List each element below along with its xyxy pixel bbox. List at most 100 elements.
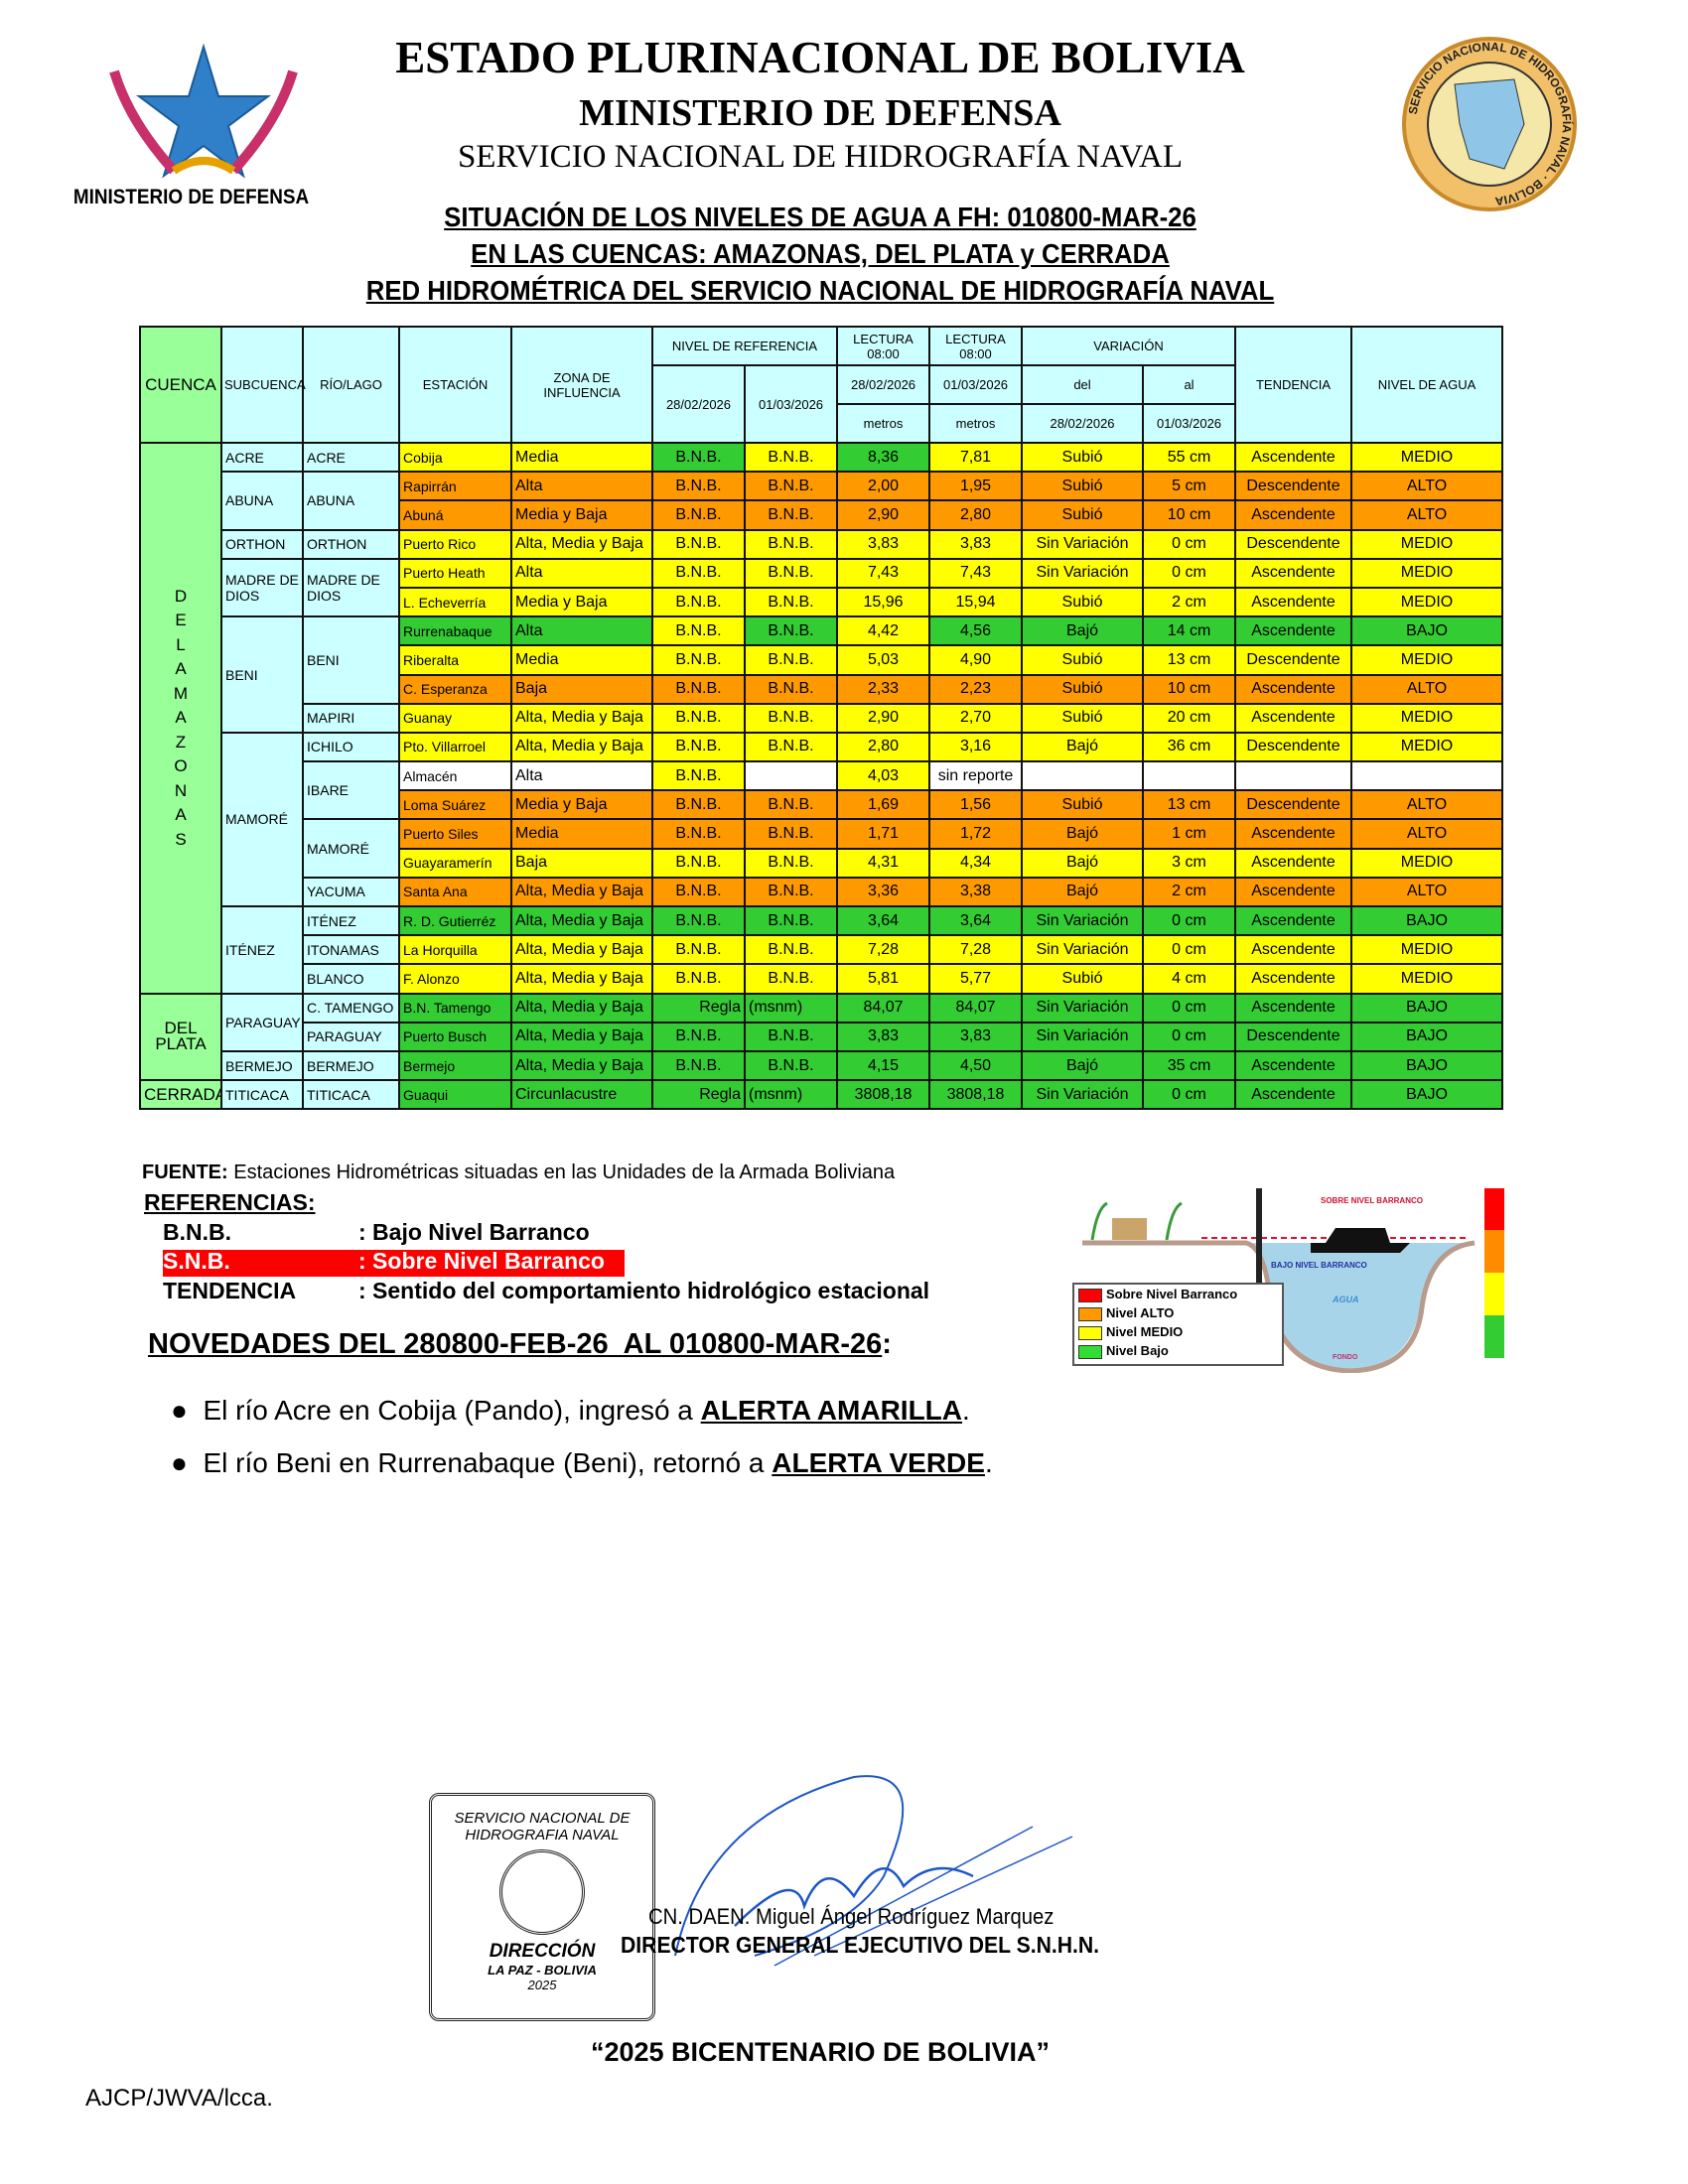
col-lectura-1-unit: metros <box>836 403 931 444</box>
table-row: MAMORÉ Puerto Siles Media B.N.B. B.N.B. 1,71 1… <box>140 818 1504 879</box>
variacion <box>1021 760 1145 792</box>
lectura-1: 3,64 <box>836 904 931 937</box>
col-lectura-1-date: 28/02/2026 <box>836 364 931 405</box>
zona-influencia: Circunlacustre <box>510 1079 653 1111</box>
tendencia: Ascendente <box>1234 904 1353 937</box>
variacion: Subió <box>1021 963 1145 995</box>
nivel-agua: MEDIO <box>1350 644 1504 676</box>
ref-level-1: B.N.B. <box>651 1049 746 1082</box>
ref-level-2: B.N.B. <box>743 1049 839 1082</box>
zona-influencia: Alta, Media y Baja <box>510 528 653 560</box>
rio-cell: ABUNA <box>302 471 400 531</box>
station: Cobija <box>398 441 512 474</box>
table-row: MAMORÉ ICHILO Pto. Villarroel Alta, Media y… <box>140 731 1504 908</box>
variacion-cm: 1 cm <box>1142 818 1237 850</box>
novedad-alert: ALERTA VERDE <box>772 1447 985 1478</box>
lectura-2: 7,28 <box>928 934 1024 966</box>
table-row: YACUMA Santa Ana Alta, Media y Baja B.N.B. B… <box>140 876 1504 908</box>
subcuenca-cell: MAMORÉ <box>220 731 304 908</box>
tendencia: Ascendente <box>1234 499 1353 531</box>
rio-cell: YACUMA <box>302 876 400 908</box>
ref-level-1: B.N.B. <box>651 904 746 937</box>
variacion-cm: 0 cm <box>1142 904 1237 937</box>
variacion: Bajó <box>1021 731 1145 763</box>
tendencia: Ascendente <box>1234 557 1353 589</box>
col-ref-date-2: 01/03/2026 <box>743 364 839 444</box>
lectura-1: 5,03 <box>836 644 931 676</box>
rio-cell: MADRE DE DIOS <box>302 557 400 618</box>
nivel-agua: MEDIO <box>1350 963 1504 995</box>
ref-level-1: B.N.B. <box>651 876 746 908</box>
variacion: Subió <box>1021 673 1145 705</box>
table-row: L. Echeverría Media y Baja B.N.B. B.N.B. 15,… <box>140 586 1504 618</box>
station: Guayaramerín <box>398 847 512 879</box>
diagram-legend: Sobre Nivel Barranco Nivel ALTO Nivel ME… <box>1072 1283 1284 1366</box>
col-variacion: VARIACIÓN <box>1021 326 1237 366</box>
zona-influencia: Alta, Media y Baja <box>510 904 653 937</box>
zona-influencia: Alta <box>510 615 653 647</box>
ref-level-2: (msnm) <box>743 992 839 1024</box>
nivel-agua: ALTO <box>1350 818 1504 850</box>
lectura-1: 2,90 <box>836 499 931 531</box>
ref-level-2: B.N.B. <box>743 702 839 734</box>
tendencia: Ascendente <box>1234 702 1353 734</box>
report-title-1: SITUACIÓN DE LOS NIVELES DE AGUA A FH: 0… <box>444 202 1196 232</box>
variacion-cm: 10 cm <box>1142 499 1237 531</box>
station: C. Esperanza <box>398 673 512 705</box>
table-row: IBARE Almacén Alta B.N.B. 4,03 sin reporte <box>140 760 1504 821</box>
rio-cell: ITONAMAS <box>302 934 400 966</box>
fuente-note: FUENTE: Estaciones Hidrométricas situada… <box>142 1161 895 1184</box>
lectura-1: 2,80 <box>836 731 931 763</box>
variacion: Bajó <box>1021 876 1145 908</box>
ministerio-defensa-logo: MINISTERIO DE DEFENSA <box>55 42 328 215</box>
ref-level-1: B.N.B. <box>651 818 746 850</box>
lectura-2: 3808,18 <box>928 1079 1024 1111</box>
novedad-end: . <box>962 1395 970 1426</box>
ref-level-2: B.N.B. <box>743 847 839 879</box>
novedad-item: ● El río Acre en Cobija (Pando), ingresó… <box>171 1395 970 1426</box>
subcuenca-cell: BERMEJO <box>220 1049 304 1082</box>
zona-influencia: Media y Baja <box>510 789 653 821</box>
rio-cell: BLANCO <box>302 963 400 995</box>
ref-snb-term: S.N.B. <box>163 1248 230 1274</box>
ref-level-1: B.N.B. <box>651 644 746 676</box>
lectura-2: 2,70 <box>928 702 1024 734</box>
lectura-2: 1,95 <box>928 471 1024 502</box>
variacion: Subió <box>1021 789 1145 821</box>
zona-influencia: Media <box>510 818 653 850</box>
col-ref-date-1: 28/02/2026 <box>651 364 746 444</box>
variacion-cm: 4 cm <box>1142 963 1237 995</box>
variacion: Subió <box>1021 499 1145 531</box>
rio-cell: MAMORÉ <box>302 818 400 879</box>
zona-influencia: Media y Baja <box>510 586 653 618</box>
tendencia: Ascendente <box>1234 586 1353 618</box>
variacion-cm: 0 cm <box>1142 557 1237 589</box>
cuenca-cell: DEL PLATA <box>139 992 222 1082</box>
table-row: Guayaramerín Baja B.N.B. B.N.B. 4,31 4,34 Bajó… <box>140 847 1504 879</box>
tendencia: Ascendente <box>1234 1049 1353 1082</box>
lectura-2: 2,23 <box>928 673 1024 705</box>
novedad-end: . <box>984 1447 993 1478</box>
rio-cell: ORTHON <box>302 528 400 560</box>
diagram-agua-label: AGUA <box>1332 1295 1359 1304</box>
ref-level-1: B.N.B. <box>651 847 746 879</box>
snhn-seal: SERVICIO NACIONAL DE HIDROGRAFÍA NAVAL ·… <box>1400 35 1579 213</box>
signatory-title: DIRECTOR GENERAL EJECUTIVO DEL S.N.H.N. <box>621 1932 1100 1958</box>
variacion: Sin Variación <box>1021 934 1145 966</box>
lectura-2: 4,34 <box>928 847 1024 879</box>
rio-cell: BERMEJO <box>302 1049 400 1082</box>
subcuenca-cell: ABUNA <box>220 471 304 531</box>
ref-level-2: B.N.B. <box>743 644 839 676</box>
novedad-alert: ALERTA AMARILLA <box>700 1395 963 1426</box>
ref-level-1: B.N.B. <box>651 528 746 560</box>
col-lectura-2-unit: metros <box>928 403 1024 444</box>
lectura-1: 3,36 <box>836 876 931 908</box>
fuente-text: Estaciones Hidrométricas situadas en las… <box>227 1161 896 1183</box>
tendencia: Ascendente <box>1234 876 1353 908</box>
rio-cell: ACRE <box>302 441 400 474</box>
nivel-agua: BAJO <box>1350 1079 1504 1111</box>
fuente-label: FUENTE: <box>142 1161 228 1183</box>
zona-influencia: Media y Baja <box>510 499 653 531</box>
stamp-line: 2025 <box>527 1978 557 1992</box>
subcuenca-cell: ACRE <box>220 441 304 474</box>
